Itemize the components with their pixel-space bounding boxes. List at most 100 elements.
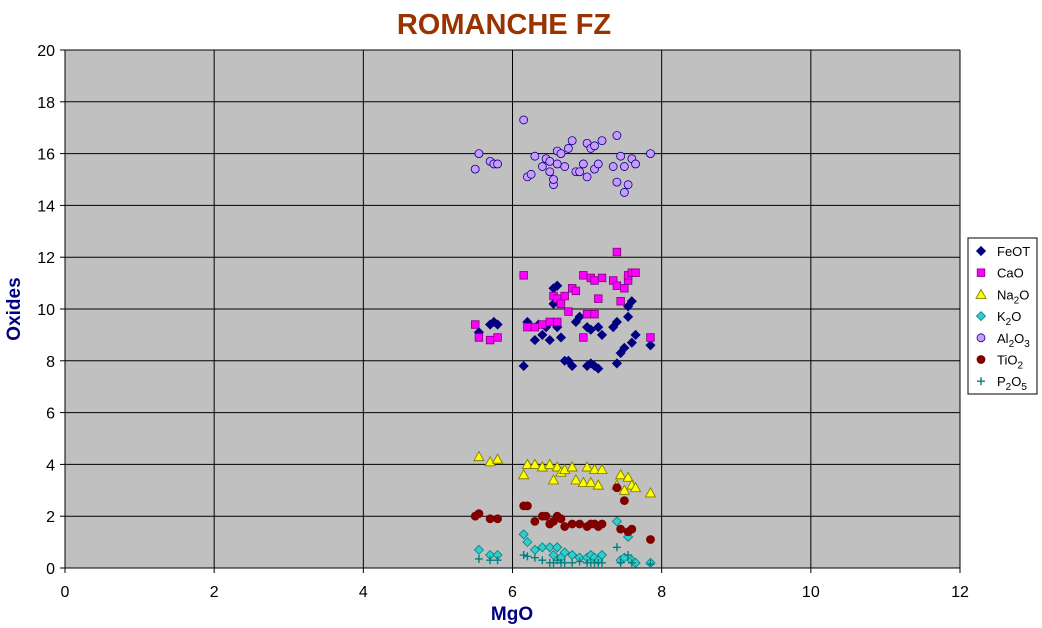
point-TiO2	[560, 522, 570, 531]
point-K2O	[552, 542, 563, 553]
point-Al2O3	[549, 175, 558, 184]
point-Al2O3	[593, 159, 603, 169]
point-CaO	[590, 309, 599, 319]
point-Al2O3	[537, 162, 547, 171]
point-FeOT	[630, 329, 641, 340]
series-TiO2	[470, 483, 655, 544]
point-Na2O	[622, 471, 634, 482]
point-Al2O3	[560, 162, 570, 171]
point-Na2O	[644, 486, 657, 498]
legend-marker-P2O5	[977, 377, 985, 386]
point-P2O5	[519, 551, 528, 560]
point-P2O5	[616, 558, 625, 567]
x-tick-label: 6	[508, 584, 517, 601]
point-CaO	[530, 322, 540, 332]
point-CaO	[646, 333, 655, 342]
point-Na2O	[566, 461, 578, 472]
legend-label-K2O: K2O	[997, 309, 1021, 328]
y-tick-label: 8	[46, 354, 55, 371]
point-FeOT	[645, 340, 656, 351]
point-Na2O	[577, 476, 590, 487]
series-FeOT	[473, 280, 656, 374]
y-tick-label: 14	[37, 198, 55, 215]
point-TiO2	[619, 496, 629, 506]
x-axis-label: MgO	[491, 604, 533, 625]
point-K2O	[473, 544, 485, 555]
point-FeOT	[537, 329, 548, 340]
point-FeOT	[552, 280, 563, 291]
point-Al2O3	[567, 136, 577, 146]
point-CaO	[485, 335, 495, 345]
legend-marker-K2O	[975, 311, 987, 322]
point-Na2O	[491, 453, 504, 464]
point-FeOT	[518, 360, 529, 372]
point-CaO	[631, 268, 640, 277]
point-CaO	[590, 276, 599, 285]
legend-marker-CaO	[976, 268, 986, 277]
point-Na2O	[596, 463, 608, 475]
point-Na2O	[529, 458, 541, 469]
point-FeOT	[544, 335, 555, 346]
point-FeOT	[596, 329, 608, 340]
point-P2O5	[493, 556, 502, 565]
point-FeOT	[585, 324, 596, 335]
point-Na2O	[517, 468, 530, 480]
point-Na2O	[473, 450, 485, 462]
legend-label-CaO: CaO	[997, 266, 1024, 281]
point-P2O5	[530, 553, 539, 562]
point-Al2O3	[493, 159, 502, 169]
point-FeOT	[626, 337, 637, 348]
point-Na2O	[614, 468, 627, 480]
point-Al2O3	[623, 180, 633, 190]
point-CaO	[579, 333, 588, 342]
legend-label-FeOT: FeOT	[997, 244, 1030, 259]
gridlines	[65, 49, 961, 568]
point-TiO2	[530, 516, 540, 526]
point-Na2O	[570, 474, 582, 485]
point-Al2O3	[530, 151, 540, 161]
point-P2O5	[538, 556, 547, 565]
y-axis-label: Oxides	[4, 277, 25, 340]
point-CaO	[582, 309, 592, 319]
point-CaO	[620, 284, 629, 293]
y-tick-label: 20	[37, 43, 55, 60]
point-CaO	[523, 322, 532, 332]
x-tick-label: 4	[359, 584, 368, 601]
point-CaO	[579, 271, 588, 280]
series-P2O5	[474, 543, 655, 569]
point-CaO	[612, 281, 622, 290]
point-K2O	[544, 542, 555, 553]
series-Al2O3	[470, 115, 655, 197]
point-Na2O	[585, 476, 597, 487]
y-tick-label: 10	[37, 302, 55, 319]
point-TiO2	[493, 514, 502, 524]
point-CaO	[545, 317, 554, 327]
point-Al2O3	[545, 156, 555, 166]
point-Al2O3	[608, 162, 618, 171]
point-CaO	[538, 320, 547, 329]
axes: 0 2 4 6 8 10 12 14 16 18 20 0 2 4 6 8 10 12	[37, 43, 969, 601]
point-Al2O3	[619, 188, 629, 197]
point-TiO2	[485, 514, 495, 524]
series-CaO	[471, 247, 655, 345]
point-Na2O	[629, 481, 642, 493]
y-tick-label: 6	[46, 406, 55, 423]
point-Al2O3	[519, 115, 529, 125]
point-Na2O	[581, 461, 593, 472]
legend-marker-Na2O	[975, 288, 987, 299]
point-FeOT	[567, 360, 578, 372]
point-Al2O3	[582, 172, 592, 182]
x-tick-label: 12	[951, 584, 969, 601]
series-Na2O	[473, 450, 657, 498]
point-CaO	[471, 320, 480, 329]
point-TiO2	[627, 524, 637, 534]
y-tick-label: 0	[46, 561, 55, 578]
point-K2O	[611, 516, 622, 527]
point-FeOT	[593, 322, 604, 333]
point-CaO	[560, 291, 569, 301]
point-CaO	[612, 247, 622, 257]
point-Al2O3	[616, 151, 626, 161]
point-Na2O	[521, 458, 534, 469]
point-Al2O3	[612, 177, 622, 187]
point-P2O5	[523, 552, 532, 561]
